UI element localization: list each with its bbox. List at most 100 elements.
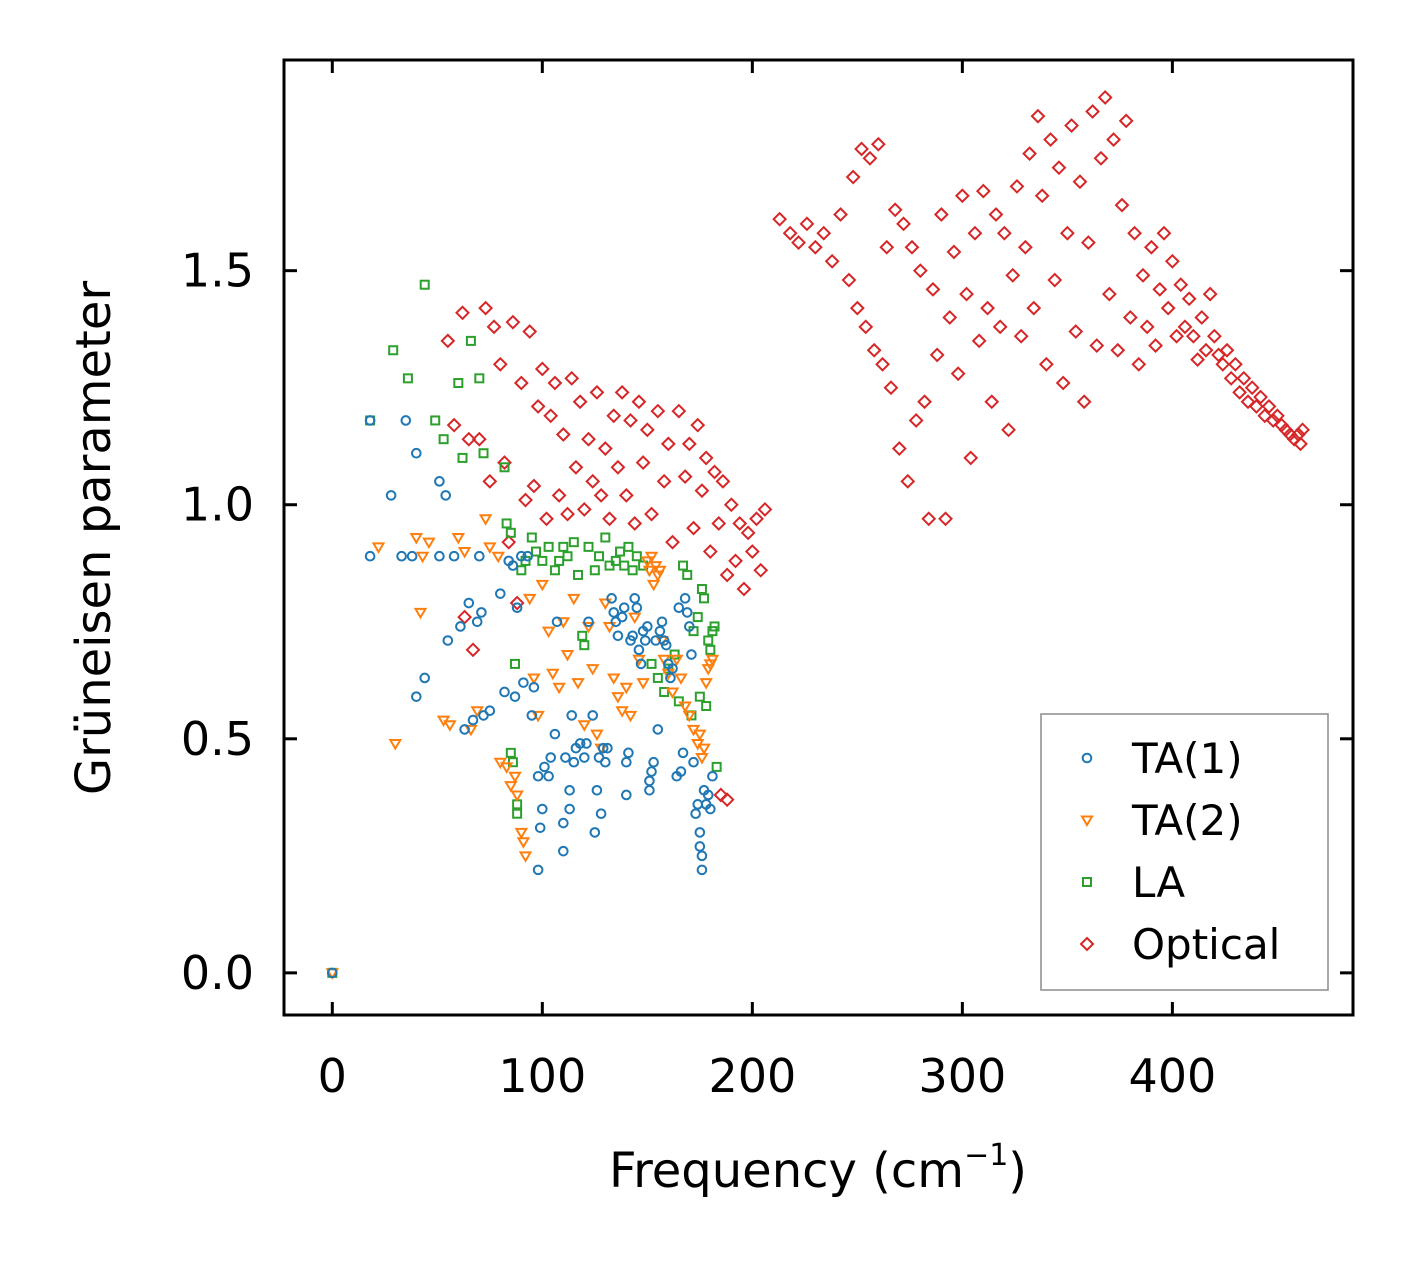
data-point bbox=[1223, 370, 1239, 386]
data-point bbox=[562, 551, 573, 562]
data-point bbox=[642, 621, 653, 632]
data-point bbox=[463, 597, 475, 609]
data-point bbox=[543, 770, 554, 782]
data-point bbox=[446, 417, 462, 433]
data-point bbox=[942, 310, 958, 325]
data-point bbox=[975, 183, 991, 199]
data-point bbox=[518, 851, 533, 863]
data-point bbox=[1240, 394, 1256, 410]
data-point bbox=[858, 319, 874, 335]
data-point bbox=[684, 621, 695, 632]
data-point bbox=[476, 607, 487, 618]
data-point bbox=[606, 408, 622, 424]
data-point bbox=[1248, 399, 1264, 414]
data-point bbox=[602, 621, 617, 634]
data-point bbox=[422, 537, 436, 550]
data-point bbox=[1202, 286, 1218, 302]
data-point bbox=[723, 497, 739, 513]
data-point bbox=[522, 550, 533, 562]
x-tick-label: 200 bbox=[708, 1049, 796, 1103]
data-point bbox=[495, 588, 506, 599]
data-point bbox=[597, 742, 609, 754]
data-point bbox=[600, 532, 611, 543]
data-point bbox=[554, 555, 565, 566]
data-point bbox=[644, 506, 659, 522]
data-point bbox=[371, 542, 386, 554]
data-point bbox=[512, 808, 523, 819]
data-point bbox=[946, 244, 962, 260]
data-point bbox=[1114, 197, 1130, 213]
data-point bbox=[917, 394, 932, 410]
data-point bbox=[709, 621, 720, 632]
data-point bbox=[470, 706, 484, 718]
data-point bbox=[1219, 342, 1235, 358]
data-point bbox=[364, 550, 376, 562]
data-point bbox=[694, 827, 706, 838]
data-point bbox=[567, 593, 581, 606]
data-point bbox=[497, 455, 512, 471]
data-point bbox=[1127, 225, 1142, 241]
data-point bbox=[627, 612, 642, 625]
data-point bbox=[1152, 281, 1168, 297]
data-point bbox=[579, 640, 590, 651]
data-point bbox=[448, 550, 460, 562]
data-point bbox=[673, 602, 685, 614]
data-point bbox=[602, 511, 617, 527]
data-point bbox=[715, 473, 731, 489]
data-point bbox=[833, 207, 848, 222]
data-point bbox=[692, 799, 704, 810]
data-point bbox=[434, 476, 445, 487]
data-point bbox=[1089, 338, 1105, 353]
data-point bbox=[430, 415, 441, 426]
data-point bbox=[619, 682, 634, 695]
data-point bbox=[660, 639, 672, 651]
data-point bbox=[539, 511, 554, 527]
data-point bbox=[629, 593, 641, 604]
data-point bbox=[875, 356, 890, 372]
data-point bbox=[532, 770, 544, 782]
data-point bbox=[501, 518, 512, 529]
data-point bbox=[841, 272, 857, 288]
data-point bbox=[560, 752, 571, 763]
data-point bbox=[1064, 118, 1079, 133]
data-point bbox=[577, 720, 592, 732]
data-point bbox=[682, 710, 697, 723]
data-point bbox=[558, 541, 569, 552]
data-point bbox=[522, 324, 538, 339]
data-point bbox=[491, 551, 505, 564]
data-point bbox=[568, 537, 579, 548]
series-optical bbox=[440, 90, 1311, 808]
data-point bbox=[644, 551, 659, 564]
data-point bbox=[1043, 132, 1058, 147]
data-point bbox=[711, 761, 722, 772]
data-point bbox=[702, 544, 718, 559]
data-point bbox=[541, 626, 556, 639]
data-point bbox=[675, 766, 687, 777]
data-point bbox=[692, 612, 703, 623]
data-point bbox=[1072, 174, 1088, 190]
data-point bbox=[459, 724, 470, 735]
data-point bbox=[671, 403, 687, 419]
data-point bbox=[516, 837, 531, 849]
data-point bbox=[627, 516, 643, 531]
data-point bbox=[443, 720, 457, 732]
data-point bbox=[471, 616, 483, 628]
data-point bbox=[1293, 436, 1308, 452]
data-point bbox=[816, 225, 832, 241]
data-point bbox=[534, 822, 546, 834]
data-point bbox=[455, 305, 470, 321]
data-point bbox=[501, 534, 517, 550]
data-point bbox=[663, 663, 674, 674]
data-point bbox=[610, 459, 626, 475]
data-point bbox=[1261, 399, 1277, 414]
data-point bbox=[933, 207, 949, 222]
data-point bbox=[453, 378, 464, 389]
data-point bbox=[457, 452, 468, 463]
data-point bbox=[1244, 380, 1260, 396]
x-tick-label: 100 bbox=[498, 1049, 586, 1103]
data-point bbox=[508, 771, 522, 784]
data-point bbox=[547, 375, 563, 391]
data-point bbox=[635, 455, 651, 471]
data-point bbox=[711, 516, 727, 531]
data-point bbox=[537, 803, 548, 815]
